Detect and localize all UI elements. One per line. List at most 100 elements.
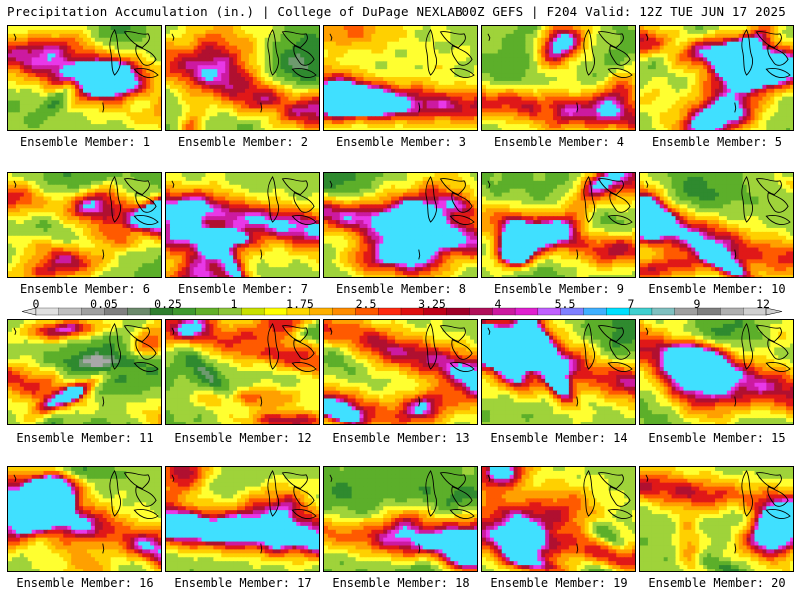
lake-outline [133, 361, 159, 372]
colorbar-swatch [514, 307, 539, 316]
ensemble-member-map [639, 172, 794, 278]
ensemble-member-label: Ensemble Member: 8 [322, 282, 480, 296]
colorbar-swatch [469, 307, 493, 316]
lake-outline [767, 338, 789, 360]
ensemble-member-map [639, 319, 794, 425]
ensemble-member-map [165, 172, 320, 278]
ensemble-member-map [165, 25, 320, 131]
lake-outline [425, 176, 438, 223]
coastline [329, 474, 421, 554]
lake-outline [439, 31, 466, 49]
precip-field [166, 320, 319, 424]
lake-outline [133, 214, 159, 225]
precip-field [324, 467, 477, 571]
lake-outline [755, 325, 782, 343]
precip-field [482, 26, 635, 130]
lake-outline [597, 325, 624, 343]
lake-outline [767, 44, 789, 66]
lake-outline [767, 485, 789, 507]
lake-outline [765, 67, 791, 78]
ensemble-member-map [639, 466, 794, 572]
colorbar-tick-label: 9 [694, 297, 701, 311]
lake-outline [741, 176, 754, 223]
colorbar-tick-label: 7 [628, 297, 635, 311]
colorbar-swatch [606, 307, 630, 316]
lake-outline [609, 338, 631, 360]
ensemble-member-map [7, 319, 162, 425]
ensemble-member-map [639, 25, 794, 131]
ensemble-member-map [323, 25, 478, 131]
ensemble-member-map [165, 466, 320, 572]
lake-outline [755, 31, 782, 49]
precip-field [8, 26, 161, 130]
colorbar-swatch [720, 307, 744, 316]
coastline [13, 180, 105, 260]
ensemble-member-map [481, 172, 636, 278]
lake-outline [291, 508, 317, 519]
colorbar [21, 307, 783, 316]
lake-outline [291, 67, 317, 78]
map-title: Precipitation Accumulation (in.) | Colle… [7, 4, 463, 19]
ensemble-member-label: Ensemble Member: 6 [6, 282, 164, 296]
colorbar-tick-label: 4 [495, 297, 502, 311]
colorbar-swatch [332, 307, 356, 316]
ensemble-member-map [323, 172, 478, 278]
precip-field [324, 320, 477, 424]
lake-outline [451, 44, 473, 66]
ensemble-member-label: Ensemble Member: 17 [164, 576, 322, 590]
ensemble-member-label: Ensemble Member: 7 [164, 282, 322, 296]
ensemble-member-map [7, 466, 162, 572]
lake-outline [281, 31, 308, 49]
lake-outline [109, 29, 122, 76]
run-valid-time: 00Z GEFS | F204 Valid: 12Z TUE JUN 17 20… [462, 4, 786, 19]
lake-outline [293, 485, 315, 507]
lake-outline [123, 178, 150, 196]
lake-outline [607, 361, 633, 372]
lake-outline [109, 176, 122, 223]
ensemble-member-label: Ensemble Member: 13 [322, 431, 480, 445]
lake-outline [755, 472, 782, 490]
colorbar-swatch [378, 307, 402, 316]
coastline [13, 474, 105, 554]
precip-field [482, 320, 635, 424]
lake-outline [741, 323, 754, 370]
lake-outline [425, 29, 438, 76]
lake-outline [765, 214, 791, 225]
ensemble-member-label: Ensemble Member: 10 [638, 282, 796, 296]
colorbar-swatch [127, 307, 151, 316]
lake-outline [583, 176, 596, 223]
colorbar-tick-label: 3.25 [418, 297, 446, 311]
lake-outline [293, 191, 315, 213]
coastline [487, 180, 579, 260]
precip-field [166, 173, 319, 277]
ensemble-member-map [481, 466, 636, 572]
colorbar-swatch [195, 307, 219, 316]
precip-field [482, 173, 635, 277]
lake-outline [133, 508, 159, 519]
lake-outline [607, 67, 633, 78]
lake-outline [609, 44, 631, 66]
ensemble-member-label: Ensemble Member: 4 [480, 135, 638, 149]
ensemble-member-label: Ensemble Member: 18 [322, 576, 480, 590]
coastline [645, 180, 737, 260]
lake-outline [449, 508, 475, 519]
coastline [171, 327, 263, 407]
colorbar-swatch [651, 307, 676, 316]
lake-outline [609, 191, 631, 213]
ensemble-member-label: Ensemble Member: 16 [6, 576, 164, 590]
lake-outline [439, 178, 466, 196]
precip-field [640, 320, 793, 424]
precip-field [166, 467, 319, 571]
colorbar-swatch [583, 307, 607, 316]
lake-outline [133, 67, 159, 78]
lake-outline [291, 214, 317, 225]
colorbar-swatch [446, 307, 470, 316]
lake-outline [451, 338, 473, 360]
precip-field [324, 173, 477, 277]
ensemble-member-map [7, 172, 162, 278]
lake-outline [451, 191, 473, 213]
lake-outline [135, 44, 157, 66]
colorbar-tick-label: 1.75 [286, 297, 314, 311]
lake-outline [741, 470, 754, 517]
coastline [645, 33, 737, 113]
